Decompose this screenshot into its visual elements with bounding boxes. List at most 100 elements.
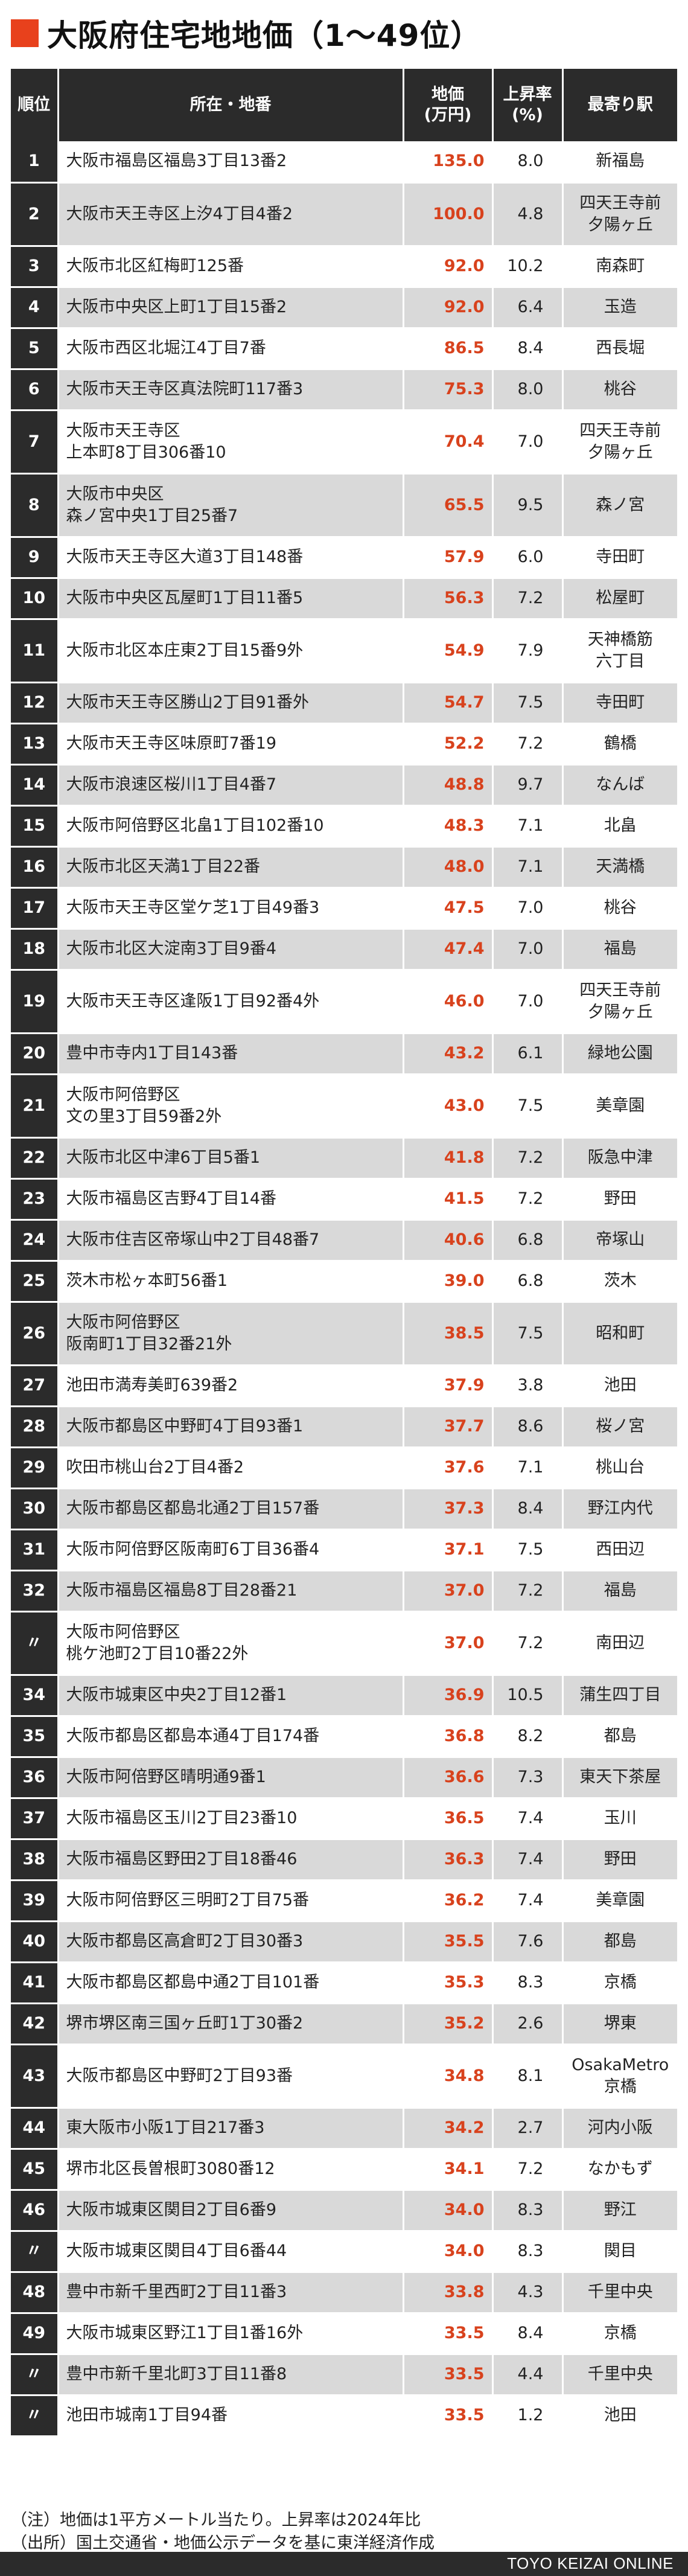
address-cell: 大阪市天王寺区真法院町117番3	[57, 369, 403, 411]
price-cell: 92.0	[402, 246, 492, 288]
rate-cell: 8.3	[491, 1962, 562, 2004]
address-cell: 大阪市阿倍野区北畠1丁目102番10	[57, 805, 403, 848]
table-row: 40 大阪市都島区高倉町2丁目30番3 35.5 7.6 都島	[11, 1921, 677, 1963]
table-row: 36 大阪市阿倍野区晴明通9番1 36.6 7.3 東天下茶屋	[11, 1757, 677, 1799]
station-cell: 京橋	[561, 1962, 677, 2004]
price-cell: 35.2	[402, 2003, 492, 2045]
table-row: 37 大阪市福島区玉川2丁目23番10 36.5 7.4 玉川	[11, 1798, 677, 1840]
rate-cell: 7.5	[491, 1529, 562, 1571]
address-cell: 堺市堺区南三国ヶ丘町1丁30番2	[57, 2003, 403, 2045]
address-cell: 大阪市天王寺区大道3丁目148番	[57, 537, 403, 579]
rate-cell: 6.4	[491, 287, 562, 329]
address-cell: 大阪市福島区福島8丁目28番21	[57, 1570, 403, 1612]
rank-cell: 8	[11, 473, 58, 538]
station-line: 西長堀	[596, 339, 645, 358]
price-cell: 34.8	[402, 2044, 492, 2109]
table-row: 30 大阪市都島区都島北通2丁目157番 37.3 8.4 野江内代	[11, 1488, 677, 1530]
table-row: 18 大阪市北区大淀南3丁目9番4 47.4 7.0 福島	[11, 928, 677, 971]
station-line: 京橋	[604, 2324, 637, 2343]
rank-cell: 45	[11, 2149, 58, 2191]
rank-cell: 28	[11, 1406, 58, 1448]
address-line: 大阪市都島区都島北通2丁目157番	[66, 1499, 320, 1518]
price-cell: 34.0	[402, 2231, 492, 2273]
rate-cell: 8.4	[491, 2313, 562, 2355]
station-cell: 都島	[561, 1716, 677, 1758]
station-cell: 福島	[561, 1570, 677, 1612]
station-line: 桃谷	[604, 898, 637, 918]
price-cell: 48.3	[402, 805, 492, 848]
rate-cell: 8.4	[491, 1488, 562, 1530]
address-cell: 豊中市新千里西町2丁目11番3	[57, 2272, 403, 2314]
address-line: 吹田市桃山台2丁目4番2	[66, 1458, 244, 1477]
station-cell: 桃谷	[561, 887, 677, 930]
address-line: 大阪市福島区野田2丁目18番46	[66, 1850, 298, 1869]
address-line: 大阪市都島区中野町2丁目93番	[66, 2066, 293, 2085]
address-cell: 堺市北区長曽根町3080番12	[57, 2149, 403, 2191]
rate-cell: 2.6	[491, 2003, 562, 2045]
station-cell: 千里中央	[561, 2354, 677, 2396]
station-line: 池田	[604, 1376, 637, 1395]
rate-cell: 7.1	[491, 1447, 562, 1489]
address-line: 大阪市都島区都島中通2丁目101番	[66, 1973, 320, 1992]
station-line: 美章園	[596, 1891, 645, 1910]
rank-cell: 17	[11, 887, 58, 930]
price-cell: 75.3	[402, 369, 492, 411]
table-row: 23 大阪市福島区吉野4丁目14番 41.5 7.2 野田	[11, 1178, 677, 1221]
station-cell: 美章園	[561, 1880, 677, 1922]
address-cell: 吹田市桃山台2丁目4番2	[57, 1447, 403, 1489]
rate-cell: 7.0	[491, 928, 562, 971]
table-row: 8 大阪市中央区 森ノ宮中央1丁目25番7 65.5 9.5 森ノ宮	[11, 473, 677, 538]
station-line: 京橋	[604, 2077, 637, 2096]
address-line: 桃ケ池町2丁目10番22外	[66, 1644, 249, 1663]
address-cell: 大阪市西区北堀江4丁目7番	[57, 328, 403, 370]
table-row: 46 大阪市城東区関目2丁目6番9 34.0 8.3 野江	[11, 2190, 677, 2232]
price-cell: 37.0	[402, 1570, 492, 1612]
station-line: 阪急中津	[587, 1148, 653, 1168]
rank-cell: 1	[11, 141, 58, 184]
address-cell: 東大阪市小阪1丁目217番3	[57, 2108, 403, 2150]
station-cell: 池田	[561, 2395, 677, 2437]
address-line: 大阪市天王寺区	[66, 421, 180, 440]
rank-cell: 39	[11, 1880, 58, 1922]
address-line: 大阪市天王寺区勝山2丁目91番外	[66, 693, 310, 712]
station-cell: 南田辺	[561, 1611, 677, 1676]
station-cell: 四天王寺前 夕陽ヶ丘	[561, 182, 677, 247]
rate-cell: 7.2	[491, 2149, 562, 2191]
address-line: 大阪市城東区関目4丁目6番44	[66, 2242, 287, 2261]
rate-cell: 6.1	[491, 1033, 562, 1075]
page-title: 大阪府住宅地地価（1〜49位）	[47, 18, 482, 53]
address-cell: 大阪市城東区野江1丁目1番16外	[57, 2313, 403, 2355]
table-row: 32 大阪市福島区福島8丁目28番21 37.0 7.2 福島	[11, 1570, 677, 1612]
address-line: 大阪市阿倍野区三明町2丁目75番	[66, 1891, 310, 1910]
rank-cell: 32	[11, 1570, 58, 1612]
station-line: 都島	[604, 1932, 637, 1951]
station-line: 鶴橋	[604, 734, 637, 753]
address-cell: 大阪市都島区都島中通2丁目101番	[57, 1962, 403, 2004]
station-cell: 四天王寺前 夕陽ヶ丘	[561, 970, 677, 1034]
table-row: 2 大阪市天王寺区上汐4丁目4番2 100.0 4.8 四天王寺前 夕陽ヶ丘	[11, 182, 677, 247]
address-line: 大阪市中央区	[66, 484, 164, 503]
price-cell: 36.5	[402, 1798, 492, 1840]
table-row: 27 池田市満寿美町639番2 37.9 3.8 池田	[11, 1365, 677, 1407]
rate-cell: 7.2	[491, 1611, 562, 1676]
price-cell: 70.4	[402, 410, 492, 475]
rank-cell: 3	[11, 246, 58, 288]
station-line: 千里中央	[587, 2365, 653, 2384]
rank-cell: 〃	[11, 2354, 58, 2396]
address-cell: 大阪市阿倍野区晴明通9番1	[57, 1757, 403, 1799]
rank-cell: 25	[11, 1261, 58, 1303]
address-cell: 大阪市城東区関目2丁目6番9	[57, 2190, 403, 2232]
table-row: 31 大阪市阿倍野区阪南町6丁目36番4 37.1 7.5 西田辺	[11, 1529, 677, 1571]
station-line: 桃山台	[596, 1458, 645, 1477]
rank-cell: 〃	[11, 1611, 58, 1676]
station-line: 池田	[604, 2406, 637, 2425]
address-cell: 大阪市阿倍野区 文の里3丁目59番2外	[57, 1074, 403, 1139]
rank-cell: 40	[11, 1921, 58, 1963]
price-cell: 37.1	[402, 1529, 492, 1571]
address-cell: 大阪市天王寺区堂ケ芝1丁目49番3	[57, 887, 403, 930]
station-cell: 松屋町	[561, 578, 677, 620]
rank-cell: 41	[11, 1962, 58, 2004]
price-cell: 41.8	[402, 1137, 492, 1180]
table-row: 〃豊中市新千里北町3丁目11番8 33.5 4.4 千里中央	[11, 2354, 677, 2396]
table-row: 41 大阪市都島区都島中通2丁目101番 35.3 8.3 京橋	[11, 1962, 677, 2004]
